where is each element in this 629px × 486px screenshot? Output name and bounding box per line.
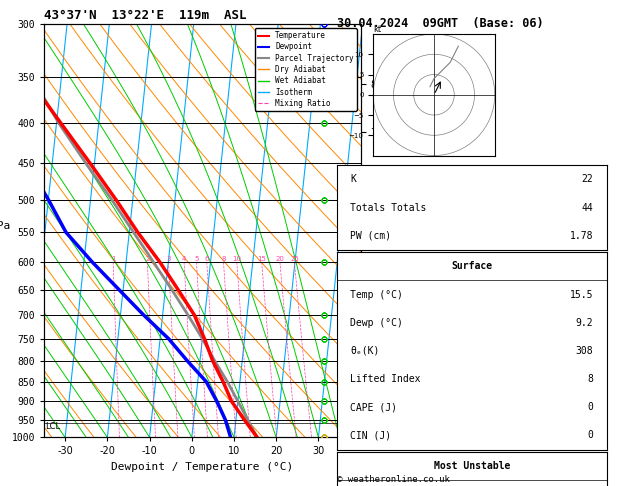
Text: 15.5: 15.5 <box>570 290 594 299</box>
Text: 1.78: 1.78 <box>570 231 594 241</box>
Text: 30.04.2024  09GMT  (Base: 06): 30.04.2024 09GMT (Base: 06) <box>337 17 543 30</box>
Text: 0: 0 <box>587 402 594 412</box>
Text: 6: 6 <box>204 256 209 262</box>
Text: 22: 22 <box>582 174 594 184</box>
Text: 8: 8 <box>221 256 226 262</box>
Text: Totals Totals: Totals Totals <box>350 203 426 212</box>
Text: 5: 5 <box>194 256 199 262</box>
Y-axis label: km
ASL: km ASL <box>387 231 405 252</box>
Text: kt: kt <box>373 25 381 34</box>
Text: 44: 44 <box>582 203 594 212</box>
Text: PW (cm): PW (cm) <box>350 231 391 241</box>
Text: 3: 3 <box>166 256 171 262</box>
Text: Most Unstable: Most Unstable <box>433 461 510 471</box>
Text: 9.2: 9.2 <box>576 318 594 328</box>
Text: 25: 25 <box>290 256 299 262</box>
Text: LCL: LCL <box>45 422 60 431</box>
Text: CIN (J): CIN (J) <box>350 431 391 440</box>
X-axis label: Dewpoint / Temperature (°C): Dewpoint / Temperature (°C) <box>111 462 294 472</box>
Text: 15: 15 <box>257 256 266 262</box>
Text: 0: 0 <box>587 431 594 440</box>
Text: 4: 4 <box>182 256 186 262</box>
Text: 43°37'N  13°22'E  119m  ASL: 43°37'N 13°22'E 119m ASL <box>44 9 247 22</box>
Y-axis label: hPa: hPa <box>0 221 11 231</box>
Text: 8: 8 <box>587 374 594 384</box>
Text: Dewp (°C): Dewp (°C) <box>350 318 403 328</box>
Text: 1: 1 <box>111 256 116 262</box>
Text: 308: 308 <box>576 346 594 356</box>
Text: © weatheronline.co.uk: © weatheronline.co.uk <box>337 474 449 484</box>
Text: θₑ(K): θₑ(K) <box>350 346 379 356</box>
Text: Surface: Surface <box>451 261 493 271</box>
Text: 2: 2 <box>145 256 150 262</box>
Text: Temp (°C): Temp (°C) <box>350 290 403 299</box>
Text: K: K <box>350 174 356 184</box>
Text: 20: 20 <box>276 256 284 262</box>
Text: 10: 10 <box>232 256 242 262</box>
Text: CAPE (J): CAPE (J) <box>350 402 397 412</box>
Legend: Temperature, Dewpoint, Parcel Trajectory, Dry Adiabat, Wet Adiabat, Isotherm, Mi: Temperature, Dewpoint, Parcel Trajectory… <box>255 28 357 111</box>
Text: Lifted Index: Lifted Index <box>350 374 421 384</box>
